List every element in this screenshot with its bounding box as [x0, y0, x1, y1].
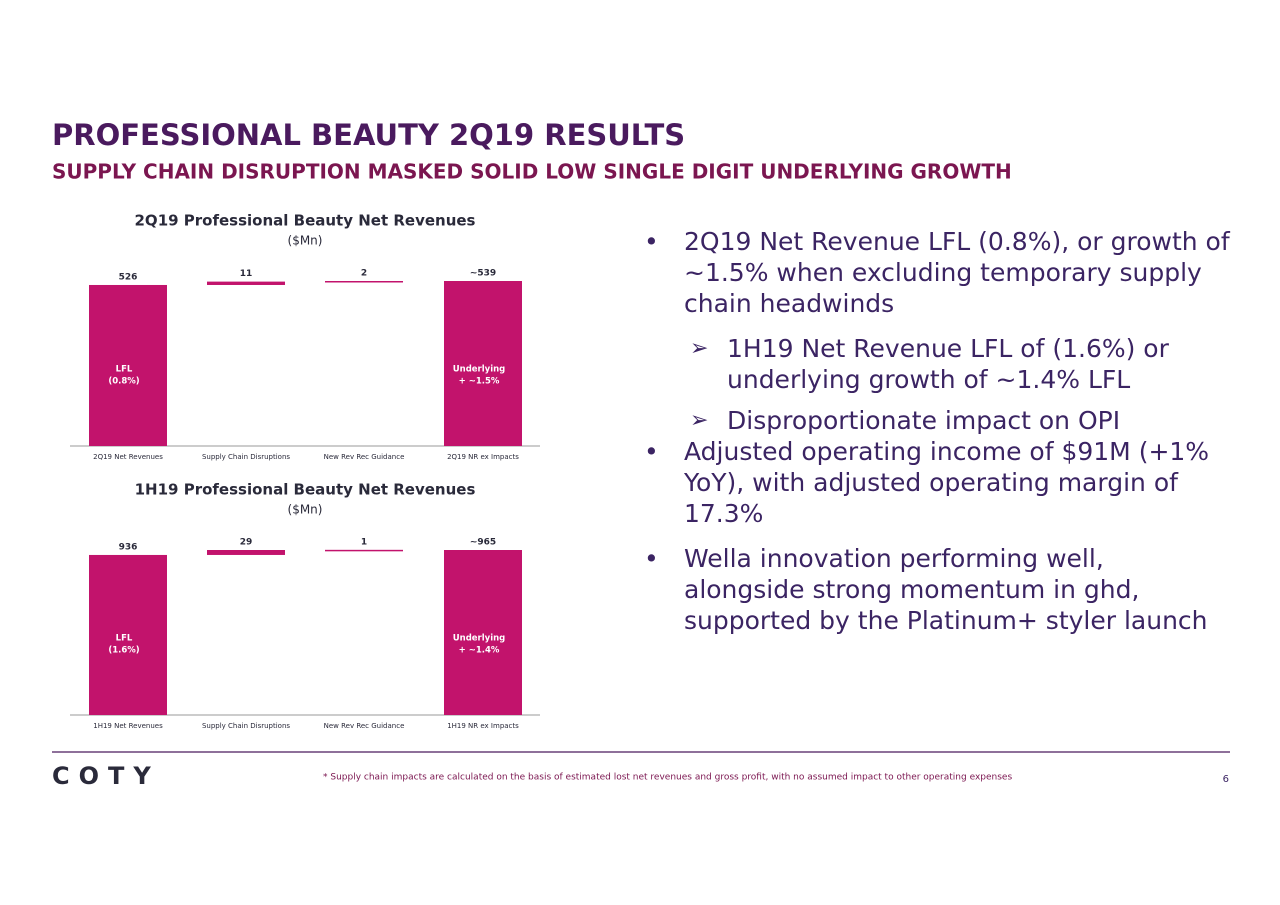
- category-label: Supply Chain Disruptions: [202, 453, 290, 461]
- bullet: 2Q19 Net Revenue LFL (0.8%), or growth o…: [640, 226, 1230, 319]
- value-label: 2: [361, 269, 367, 279]
- page-number: 6: [1223, 774, 1229, 785]
- value-label: ~539: [470, 269, 496, 279]
- value-label: 11: [240, 269, 253, 279]
- value-label: 526: [119, 272, 138, 282]
- category-label: Supply Chain Disruptions: [202, 722, 290, 730]
- bar-note: Underlying: [453, 365, 506, 375]
- chart-title: 2Q19 Professional Beauty Net Revenues: [135, 212, 476, 230]
- footnote: * Supply chain impacts are calculated on…: [323, 773, 1012, 783]
- sub-bullet: 1H19 Net Revenue LFL of (1.6%) or underl…: [640, 333, 1230, 395]
- bar: [207, 281, 285, 285]
- bar: [325, 549, 403, 552]
- chart-subtitle: ($Mn): [288, 234, 323, 248]
- bar: [444, 550, 522, 715]
- bullet: Wella innovation performing well, alongs…: [640, 543, 1230, 636]
- bar-note: (0.8%): [108, 377, 139, 387]
- category-label: New Rev Rec Guidance: [324, 453, 405, 461]
- bar-note: Underlying: [453, 634, 506, 644]
- chart-title: 1H19 Professional Beauty Net Revenues: [135, 481, 476, 499]
- bar-note: (1.6%): [108, 646, 139, 656]
- category-label: 1H19 Net Revenues: [93, 722, 163, 730]
- slide-subtitle: SUPPLY CHAIN DISRUPTION MASKED SOLID LOW…: [52, 160, 1012, 184]
- slide-title: PROFESSIONAL BEAUTY 2Q19 RESULTS: [52, 118, 685, 152]
- bar: [89, 284, 167, 446]
- bar: [325, 281, 403, 283]
- category-label: New Rev Rec Guidance: [324, 722, 405, 730]
- category-label: 1H19 NR ex Impacts: [447, 722, 519, 730]
- bullet-list: 2Q19 Net Revenue LFL (0.8%), or growth o…: [640, 226, 1230, 650]
- value-label: 1: [361, 537, 367, 547]
- bar: [444, 281, 522, 446]
- logo: COTY: [52, 762, 160, 790]
- bar: [89, 554, 167, 715]
- category-label: 2Q19 Net Revenues: [93, 453, 163, 461]
- bar-note: + ~1.4%: [459, 646, 500, 656]
- value-label: 936: [119, 542, 138, 552]
- sub-bullet: Disproportionate impact on OPI: [640, 405, 1230, 436]
- bar: [207, 550, 285, 555]
- bullet: Adjusted operating income of $91M (+1% Y…: [640, 436, 1230, 529]
- value-label: 29: [240, 538, 253, 548]
- bar-note: LFL: [116, 365, 133, 375]
- bar-note: + ~1.5%: [459, 377, 500, 387]
- chart-subtitle: ($Mn): [288, 503, 323, 517]
- category-label: 2Q19 NR ex Impacts: [447, 453, 519, 461]
- bar-note: LFL: [116, 634, 133, 644]
- value-label: ~965: [470, 538, 496, 548]
